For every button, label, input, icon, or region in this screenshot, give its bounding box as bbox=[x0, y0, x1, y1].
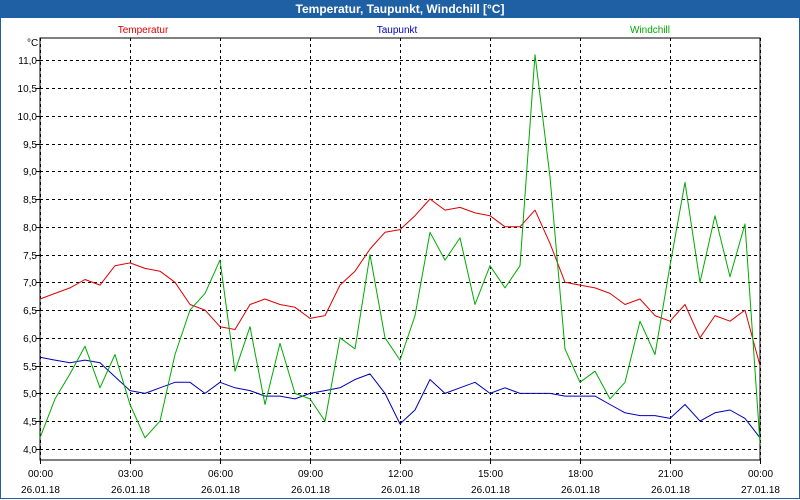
x-tick-date: 26.01.18 bbox=[291, 485, 330, 496]
y-tick-label: 7,5 bbox=[23, 251, 37, 262]
legend-windchill: Windchill bbox=[630, 25, 670, 36]
y-tick-label: 6,0 bbox=[23, 334, 37, 345]
x-tick-date: 27.01.18 bbox=[741, 485, 780, 496]
y-axis-label: °C bbox=[27, 38, 38, 49]
series-line-windchill bbox=[39, 54, 761, 444]
x-tick-date: 26.01.18 bbox=[21, 485, 60, 496]
legend-temperatur: Temperatur bbox=[118, 25, 169, 36]
x-tick-date: 26.01.18 bbox=[201, 485, 240, 496]
x-tick-time: 03:00 bbox=[118, 469, 143, 480]
y-tick-label: 10,5 bbox=[18, 84, 38, 95]
legend-taupunkt: Taupunkt bbox=[377, 25, 418, 36]
x-tick-date: 26.01.18 bbox=[651, 485, 690, 496]
y-tick-label: 4,5 bbox=[23, 417, 37, 428]
y-tick-label: 5,5 bbox=[23, 362, 37, 373]
x-tick-date: 26.01.18 bbox=[561, 485, 600, 496]
x-tick-time: 00:00 bbox=[748, 469, 773, 480]
window-title: Temperatur, Taupunkt, Windchill [°C] bbox=[0, 0, 800, 18]
x-tick-time: 00:00 bbox=[28, 469, 53, 480]
x-tick-time: 18:00 bbox=[568, 469, 593, 480]
x-tick-time: 21:00 bbox=[658, 469, 683, 480]
y-tick-label: 8,5 bbox=[23, 195, 37, 206]
y-tick-label: 6,5 bbox=[23, 306, 37, 317]
y-tick-label: 5,0 bbox=[23, 389, 37, 400]
x-tick-time: 15:00 bbox=[478, 469, 503, 480]
series-line-taupunkt bbox=[39, 356, 761, 439]
x-tick-date: 26.01.18 bbox=[111, 485, 150, 496]
y-tick-label: 11,0 bbox=[18, 56, 37, 67]
y-tick-label: 7,0 bbox=[23, 278, 37, 289]
x-tick-time: 06:00 bbox=[208, 469, 233, 480]
x-tick-time: 09:00 bbox=[298, 469, 323, 480]
x-tick-date: 26.01.18 bbox=[471, 485, 510, 496]
y-tick-label: 9,5 bbox=[23, 140, 37, 151]
series-line-temperatur bbox=[39, 198, 761, 366]
y-tick-label: 10,0 bbox=[18, 112, 38, 123]
y-tick-label: 4,0 bbox=[23, 445, 37, 456]
y-tick-label: 9,0 bbox=[23, 167, 37, 178]
x-tick-time: 12:00 bbox=[388, 469, 413, 480]
x-tick-date: 26.01.18 bbox=[381, 485, 420, 496]
y-tick-label: 8,0 bbox=[23, 223, 37, 234]
